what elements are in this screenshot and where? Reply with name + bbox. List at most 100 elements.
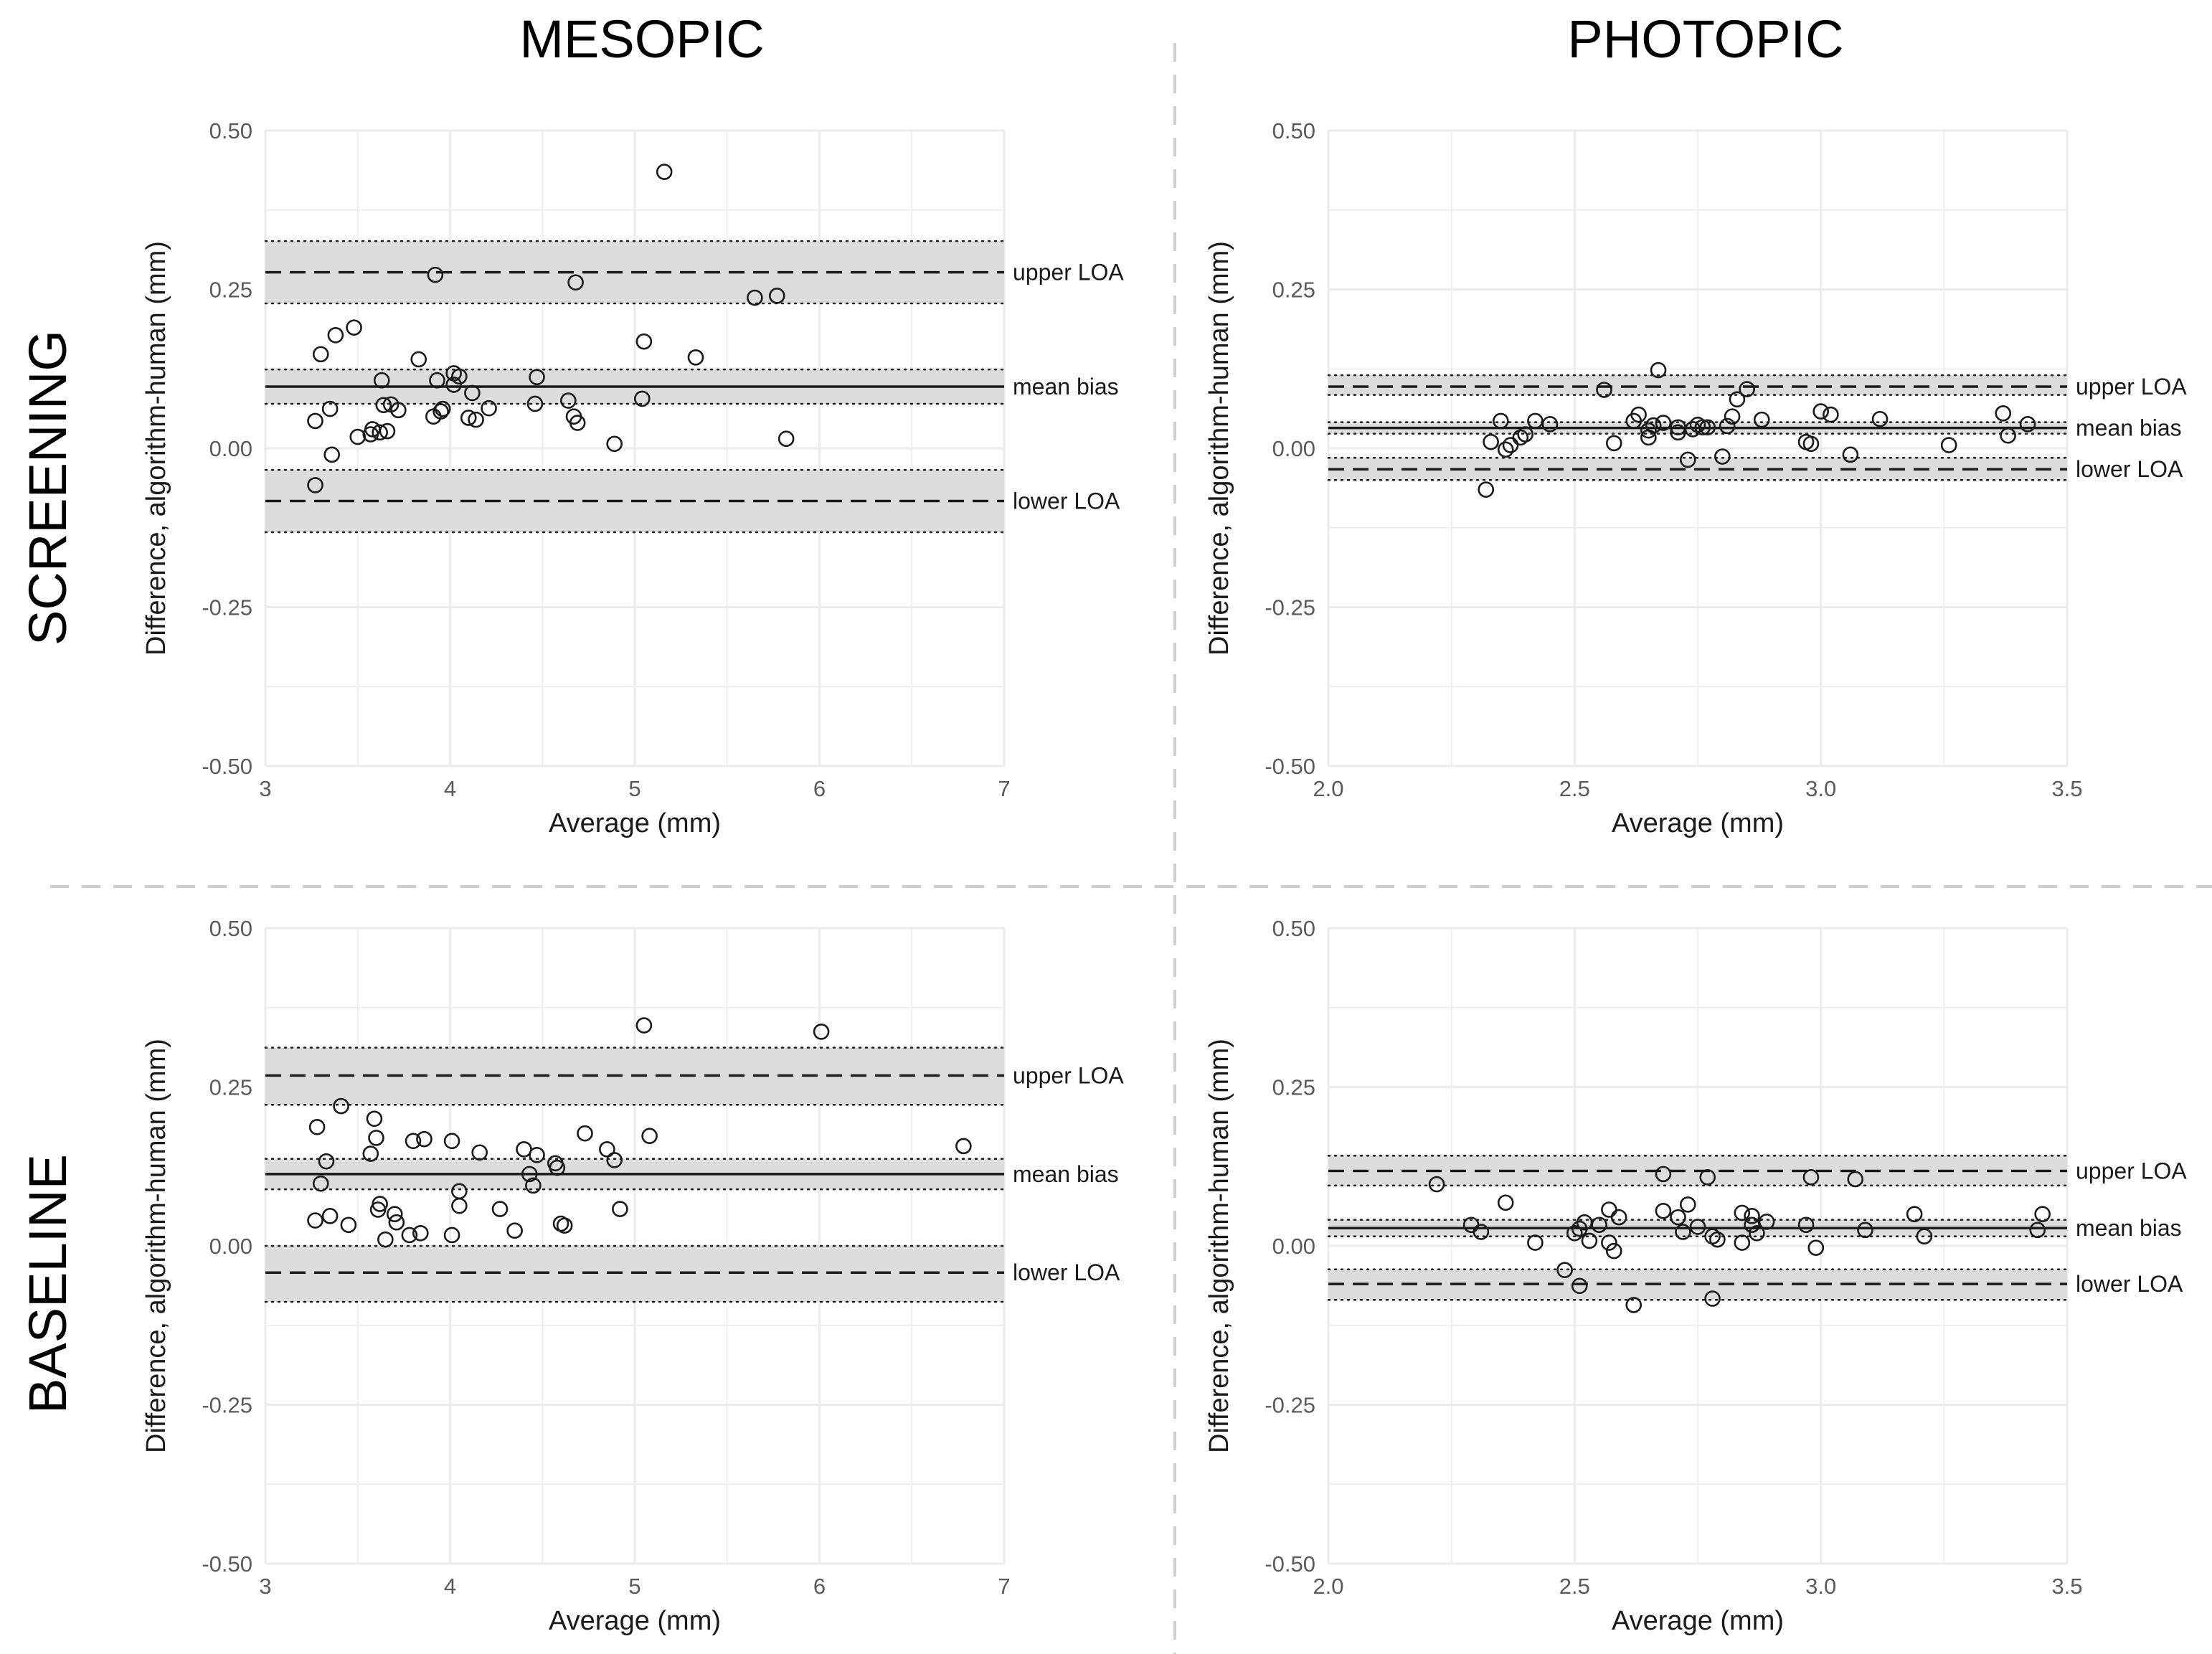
upper-loa-label: upper LOA bbox=[2076, 1158, 2187, 1183]
x-tick-label: 3.5 bbox=[2051, 1574, 2082, 1599]
data-point bbox=[2000, 427, 2016, 444]
data-point bbox=[1995, 405, 2012, 422]
data-point bbox=[427, 266, 444, 283]
x-tick-label: 4 bbox=[444, 1574, 456, 1599]
data-point bbox=[1842, 446, 1859, 463]
data-point bbox=[955, 1138, 972, 1155]
data-point bbox=[340, 1216, 357, 1234]
data-point bbox=[1847, 1171, 1864, 1188]
data-point bbox=[1556, 1262, 1573, 1278]
data-point bbox=[1694, 419, 1711, 436]
data-point bbox=[1699, 1169, 1716, 1186]
upper-loa-label: upper LOA bbox=[1013, 260, 1124, 285]
data-point bbox=[549, 1159, 566, 1176]
tick-labels: -0.50 -0.25 0.00 0.25 0.50 3 4 5 6 7 bbox=[202, 916, 1010, 1599]
data-point bbox=[443, 1227, 460, 1244]
tick-labels: -0.50 -0.25 0.00 0.25 0.50 3 4 5 6 7 bbox=[202, 118, 1010, 801]
data-point bbox=[451, 368, 468, 385]
x-axis-title: Average (mm) bbox=[1612, 1606, 1784, 1636]
data-point bbox=[777, 430, 795, 448]
data-point bbox=[377, 1231, 394, 1248]
data-point bbox=[687, 349, 704, 366]
data-points bbox=[307, 164, 795, 493]
data-point bbox=[1670, 424, 1686, 441]
data-point bbox=[1807, 1239, 1825, 1256]
panel-baseline-mesopic: upper LOA mean bias lower LOA -0.50 -0.25 0.0… bbox=[141, 916, 1124, 1636]
data-point bbox=[1812, 403, 1829, 420]
upper-loa-group: upper LOA bbox=[264, 1046, 1124, 1106]
data-point bbox=[1689, 1219, 1706, 1235]
data-points bbox=[1428, 1166, 2051, 1313]
x-tick-label: 6 bbox=[813, 1574, 826, 1599]
y-tick-label: -0.25 bbox=[202, 1393, 252, 1418]
y-tick-label: -0.50 bbox=[1265, 754, 1315, 779]
mean-bias-label: mean bias bbox=[1013, 1161, 1119, 1187]
y-tick-label: -0.25 bbox=[202, 595, 252, 620]
y-tick-label: -0.25 bbox=[1265, 1393, 1315, 1418]
data-point bbox=[1749, 1224, 1765, 1242]
data-point bbox=[368, 1130, 384, 1146]
data-point bbox=[410, 351, 427, 368]
y-tick-label: -0.50 bbox=[202, 754, 252, 779]
data-point bbox=[2029, 1221, 2046, 1239]
major-grid bbox=[1327, 129, 2069, 767]
data-point bbox=[577, 1125, 593, 1142]
data-point bbox=[1940, 437, 1957, 453]
panels: upper LOA mean bias lower LOA -0.50 -0.25 0.0… bbox=[141, 118, 2187, 1636]
column-title-photopic: PHOTOPIC bbox=[1567, 9, 1843, 69]
x-tick-label: 5 bbox=[628, 1574, 641, 1599]
row-title-baseline: BASELINE bbox=[18, 1154, 77, 1414]
data-point bbox=[1655, 1202, 1672, 1219]
data-point bbox=[362, 1145, 379, 1162]
data-point bbox=[1797, 1216, 1815, 1234]
data-point bbox=[372, 424, 388, 441]
data-point bbox=[308, 1119, 326, 1135]
data-point bbox=[491, 1201, 509, 1217]
panel-screening-photopic: upper LOA mean bias lower LOA -0.50 -0.25 0.0… bbox=[1204, 118, 2187, 838]
data-point bbox=[525, 1177, 542, 1194]
data-point bbox=[1601, 1234, 1617, 1251]
upper-loa-label: upper LOA bbox=[2076, 374, 2187, 400]
data-point bbox=[433, 403, 449, 420]
data-point bbox=[1581, 1232, 1598, 1249]
x-tick-label: 2.0 bbox=[1313, 776, 1343, 801]
upper-loa-label: upper LOA bbox=[1013, 1063, 1124, 1089]
data-point bbox=[1729, 391, 1746, 408]
data-point bbox=[529, 1147, 545, 1163]
data-point bbox=[1650, 361, 1667, 379]
upper-loa-ci-band bbox=[1328, 375, 2067, 395]
data-point bbox=[405, 1133, 422, 1150]
data-point bbox=[1655, 415, 1672, 431]
data-point bbox=[1724, 408, 1741, 425]
lower-loa-label: lower LOA bbox=[2076, 1271, 2183, 1297]
data-point bbox=[1517, 426, 1533, 443]
y-tick-label: 0.25 bbox=[209, 278, 252, 303]
data-point bbox=[1714, 448, 1731, 465]
data-point bbox=[464, 384, 481, 402]
x-tick-label: 3.0 bbox=[1805, 776, 1836, 801]
data-point bbox=[526, 395, 544, 412]
data-point bbox=[1625, 1297, 1643, 1313]
data-point bbox=[1734, 1204, 1751, 1221]
data-point bbox=[1802, 1169, 1820, 1186]
data-point bbox=[1744, 1208, 1760, 1224]
y-tick-label: 0.00 bbox=[209, 1234, 252, 1259]
data-point bbox=[1605, 435, 1622, 452]
major-grid bbox=[1327, 927, 2069, 1565]
data-point bbox=[375, 397, 392, 414]
data-point bbox=[1591, 1216, 1607, 1234]
y-axis-title: Difference, algorithm-human (mm) bbox=[1204, 1039, 1234, 1453]
row-title-screening: SCREENING bbox=[18, 330, 77, 646]
y-axis-title: Difference, algorithm-human (mm) bbox=[1204, 241, 1234, 656]
x-tick-label: 2.5 bbox=[1559, 776, 1590, 801]
data-point bbox=[323, 446, 341, 463]
data-point bbox=[312, 1175, 329, 1192]
x-tick-label: 4 bbox=[444, 776, 456, 801]
data-point bbox=[1527, 1234, 1544, 1251]
data-point bbox=[379, 422, 396, 440]
data-point bbox=[1473, 1224, 1490, 1240]
data-point bbox=[1802, 435, 1820, 453]
data-point bbox=[656, 164, 673, 180]
data-point bbox=[1428, 1176, 1445, 1193]
y-axis-title: Difference, algorithm-human (mm) bbox=[141, 1039, 171, 1453]
